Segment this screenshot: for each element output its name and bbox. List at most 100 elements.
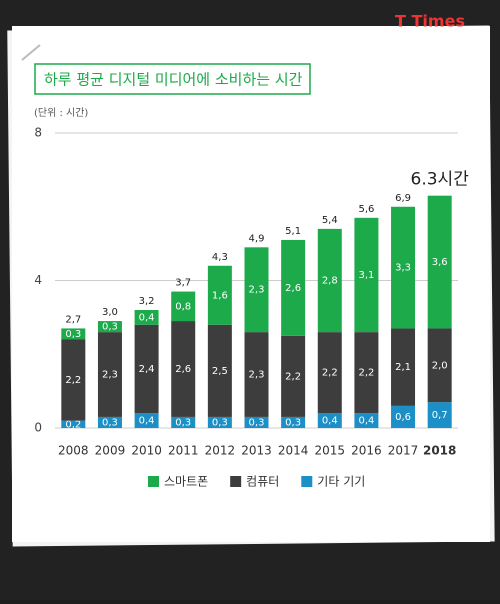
bar-segment <box>134 324 159 414</box>
value-label: 0,4 <box>139 416 155 427</box>
bar-segment <box>134 413 159 428</box>
bar-segment <box>354 332 379 414</box>
value-label: 2,1 <box>395 362 411 373</box>
bar-segment <box>97 321 122 333</box>
bar-segment <box>171 321 196 417</box>
bar-segment <box>244 416 269 428</box>
bar-segment <box>281 416 306 428</box>
value-label: 0,7 <box>432 410 448 421</box>
x-tick-label: 2014 <box>278 444 309 458</box>
bar-segment <box>317 332 342 414</box>
total-label: 3,2 <box>139 296 155 307</box>
x-tick-label: 2018 <box>423 444 456 458</box>
total-label: 2,7 <box>65 314 81 325</box>
y-tick-label: 4 <box>34 273 42 287</box>
bar-segment <box>171 416 196 428</box>
value-label: 0,4 <box>322 416 338 427</box>
bar-segment <box>61 420 86 428</box>
bar-segment <box>317 228 342 333</box>
x-tick-label: 2009 <box>95 444 126 458</box>
bar-segment <box>97 332 122 417</box>
bar-segment <box>97 416 122 428</box>
legend-swatch <box>148 476 159 487</box>
title-box <box>34 63 311 95</box>
x-tick-label: 2015 <box>314 444 345 458</box>
total-label: 4,9 <box>249 233 265 244</box>
value-label: 0,3 <box>212 417 228 428</box>
value-label: 0,3 <box>65 329 81 340</box>
value-label: 3,6 <box>432 257 448 268</box>
bar-segment <box>281 239 306 336</box>
bar-segment <box>427 328 452 403</box>
value-label: 2,3 <box>249 285 265 296</box>
value-label: 0,4 <box>358 416 374 427</box>
y-tick-label: 0 <box>34 421 42 435</box>
legend-label: 기타 기기 <box>317 475 365 489</box>
bar-segment <box>354 413 379 428</box>
total-label: 3,7 <box>175 278 191 289</box>
total-label: 5,4 <box>322 215 338 226</box>
total-label: 4,3 <box>212 252 228 263</box>
bar-segment <box>391 405 416 428</box>
x-tick-label: 2016 <box>351 444 382 458</box>
value-label: 1,6 <box>212 290 228 301</box>
bar-segment <box>391 328 416 406</box>
x-tick-label: 2013 <box>241 444 272 458</box>
chart-title: 하루 평균 디지털 미디어에 소비하는 시간 <box>44 71 303 89</box>
value-label: 0,3 <box>249 417 265 428</box>
total-label: 3,0 <box>102 307 118 318</box>
x-tick-label: 2011 <box>168 444 199 458</box>
value-label: 2,2 <box>322 368 338 379</box>
y-tick-label: 8 <box>34 126 42 140</box>
bar-segment <box>354 217 379 333</box>
value-label: 2,6 <box>175 364 191 375</box>
logo: T Times <box>395 12 465 31</box>
value-label: 2,3 <box>102 370 118 381</box>
value-label: 0,3 <box>102 417 118 428</box>
x-tick-label: 2012 <box>205 444 236 458</box>
bar-segment <box>244 332 269 417</box>
total-label: 6,9 <box>395 193 411 204</box>
bar-segment <box>391 206 416 329</box>
bar-segment <box>317 413 342 428</box>
value-label: 2,2 <box>65 375 81 386</box>
total-label: 5,6 <box>358 204 374 215</box>
value-label: 0,4 <box>139 312 155 323</box>
value-label: 2,3 <box>249 370 265 381</box>
bar-segment <box>427 195 452 329</box>
value-label: 0,3 <box>175 417 191 428</box>
bar-segment <box>427 402 452 428</box>
bar-segment <box>207 416 232 428</box>
legend-swatch <box>301 476 313 487</box>
total-label: 5,1 <box>285 226 301 237</box>
value-label: 0,6 <box>395 412 411 423</box>
bar-segment <box>207 265 232 325</box>
legend-label: 스마트폰 <box>164 475 208 489</box>
decoration <box>21 44 41 61</box>
x-tick-label: 2017 <box>388 444 419 458</box>
value-label: 2,6 <box>285 283 301 294</box>
value-label: 2,2 <box>358 368 374 379</box>
unit-label: (단위 : 시간) <box>34 106 88 119</box>
bar-segment <box>244 247 269 333</box>
bar-segment <box>207 324 232 417</box>
value-label: 0,8 <box>175 301 191 312</box>
bar-segment <box>281 335 306 417</box>
value-label: 2,4 <box>139 364 155 375</box>
legend-label: 컴퓨터 <box>246 475 279 489</box>
bar-segment <box>61 339 86 421</box>
value-label: 3,1 <box>358 270 374 281</box>
value-label: 0,3 <box>102 322 118 333</box>
value-label: 2,5 <box>212 366 228 377</box>
total-label: 6.3시간 <box>411 170 470 190</box>
x-tick-label: 2008 <box>58 444 89 458</box>
value-label: 2,8 <box>322 276 338 287</box>
bar-segment <box>171 291 196 322</box>
value-label: 2,0 <box>432 360 448 371</box>
legend-swatch <box>230 476 242 487</box>
bar-segment <box>61 328 86 340</box>
value-label: 0,2 <box>65 419 81 430</box>
value-label: 3,3 <box>395 263 411 274</box>
